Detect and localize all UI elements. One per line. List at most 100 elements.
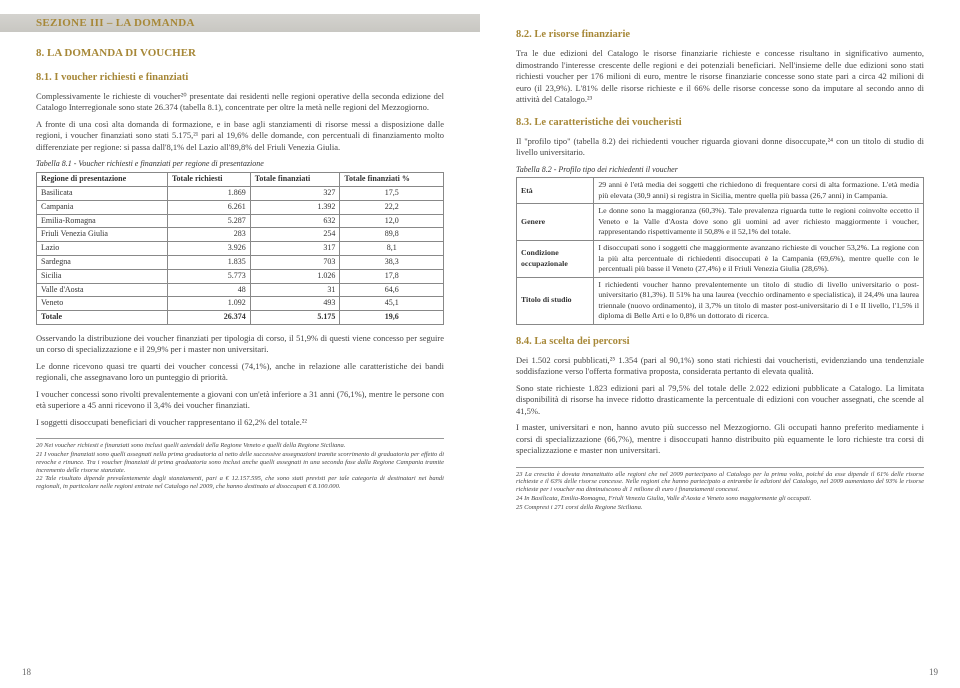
header-accent-bar: SEZIONE III – LA DOMANDA (0, 14, 480, 32)
table-row: Campania6.2611.39222,2 (37, 200, 444, 214)
para-8-1-c: Osservando la distribuzione dei voucher … (36, 333, 444, 356)
cell-financed: 254 (250, 228, 340, 242)
cell-pct: 64,6 (340, 283, 444, 297)
cell-pct: 12,0 (340, 214, 444, 228)
cell-requested: 48 (167, 283, 250, 297)
heading-8: 8. LA DOMANDA DI VOUCHER (36, 46, 444, 61)
para-8-1-a: Complessivamente le richieste di voucher… (36, 91, 444, 114)
total-requested: 26.374 (167, 311, 250, 325)
total-label: Totale (37, 311, 168, 325)
profile-row: Età29 anni è l'età media dei soggetti ch… (517, 178, 924, 204)
cell-financed: 1.392 (250, 200, 340, 214)
total-pct: 19,6 (340, 311, 444, 325)
table-header-row: Regione di presentazione Totale richiest… (37, 173, 444, 187)
footnote: 21 I voucher finanziati sono quelli asse… (36, 451, 444, 474)
page-number-left: 18 (22, 666, 31, 678)
col-region: Regione di presentazione (37, 173, 168, 187)
footnote: 25 Compresi i 271 corsi della Regione Si… (516, 504, 924, 512)
cell-pct: 89,8 (340, 228, 444, 242)
profile-desc: 29 anni è l'età media dei soggetti che r… (594, 178, 924, 204)
cell-financed: 632 (250, 214, 340, 228)
cell-region: Basilicata (37, 186, 168, 200)
profile-row: GenereLe donne sono la maggioranza (60,3… (517, 204, 924, 241)
para-8-2-a: Tra le due edizioni del Catalogo le riso… (516, 48, 924, 105)
cell-region: Friuli Venezia Giulia (37, 228, 168, 242)
table-row: Friuli Venezia Giulia28325489,8 (37, 228, 444, 242)
right-footnotes: 23 La crescita è dovuta innanzitutto all… (516, 467, 924, 512)
heading-8-4: 8.4. La scelta dei percorsi (516, 335, 924, 349)
profile-desc: Le donne sono la maggioranza (60,3%). Ta… (594, 204, 924, 241)
cell-requested: 1.835 (167, 255, 250, 269)
cell-requested: 5.287 (167, 214, 250, 228)
cell-pct: 17,8 (340, 269, 444, 283)
table-row: Sardegna1.83570338,3 (37, 255, 444, 269)
cell-requested: 1.869 (167, 186, 250, 200)
cell-pct: 22,2 (340, 200, 444, 214)
para-8-3-a: Il "profilo tipo" (tabella 8.2) dei rich… (516, 136, 924, 159)
cell-financed: 327 (250, 186, 340, 200)
cell-region: Campania (37, 200, 168, 214)
para-8-1-f: I soggetti disoccupati beneficiari di vo… (36, 417, 444, 428)
cell-requested: 3.926 (167, 242, 250, 256)
para-8-4-a: Dei 1.502 corsi pubblicati,²⁵ 1.354 (par… (516, 355, 924, 378)
para-8-4-b: Sono state richieste 1.823 edizioni pari… (516, 383, 924, 417)
table-8-1: Regione di presentazione Totale richiest… (36, 172, 444, 325)
profile-label: Genere (517, 204, 594, 241)
cell-pct: 38,3 (340, 255, 444, 269)
table-row: Basilicata1.86932717,5 (37, 186, 444, 200)
cell-financed: 703 (250, 255, 340, 269)
cell-region: Sicilia (37, 269, 168, 283)
profile-row: Titolo di studioI richiedenti voucher ha… (517, 277, 924, 324)
cell-pct: 45,1 (340, 297, 444, 311)
cell-financed: 493 (250, 297, 340, 311)
footnote: 20 Nei voucher richiesti e finanziati so… (36, 442, 444, 450)
footnote: 22 Tale risultato dipende prevalentement… (36, 475, 444, 491)
cell-requested: 1.092 (167, 297, 250, 311)
profile-desc: I disoccupati sono i soggetti che maggio… (594, 241, 924, 278)
cell-financed: 317 (250, 242, 340, 256)
cell-pct: 8,1 (340, 242, 444, 256)
cell-region: Emilia-Romagna (37, 214, 168, 228)
total-financed: 5.175 (250, 311, 340, 325)
footnote: 23 La crescita è dovuta innanzitutto all… (516, 471, 924, 494)
cell-requested: 6.261 (167, 200, 250, 214)
para-8-1-e: I voucher concessi sono rivolti prevalen… (36, 389, 444, 412)
profile-row: Condizione occupazionaleI disoccupati so… (517, 241, 924, 278)
heading-8-3: 8.3. Le caratteristiche dei voucheristi (516, 116, 924, 130)
col-requested: Totale richiesti (167, 173, 250, 187)
section-title: SEZIONE III – LA DOMANDA (36, 16, 195, 31)
table-8-2: Età29 anni è l'età media dei soggetti ch… (516, 177, 924, 324)
heading-8-1: 8.1. I voucher richiesti e finanziati (36, 71, 444, 85)
profile-label: Età (517, 178, 594, 204)
left-footnotes: 20 Nei voucher richiesti e finanziati so… (36, 438, 444, 491)
cell-region: Valle d'Aosta (37, 283, 168, 297)
cell-region: Veneto (37, 297, 168, 311)
table-row: Sicilia5.7731.02617,8 (37, 269, 444, 283)
para-8-1-d: Le donne ricevono quasi tre quarti dei v… (36, 361, 444, 384)
col-financed-pct: Totale finanziati % (340, 173, 444, 187)
page-number-right: 19 (929, 666, 938, 678)
table-8-2-caption: Tabella 8.2 - Profilo tipo dei richieden… (516, 165, 924, 176)
cell-financed: 31 (250, 283, 340, 297)
table-row: Valle d'Aosta483164,6 (37, 283, 444, 297)
cell-requested: 5.773 (167, 269, 250, 283)
para-8-1-b: A fronte di una così alta domanda di for… (36, 119, 444, 153)
profile-label: Condizione occupazionale (517, 241, 594, 278)
cell-financed: 1.026 (250, 269, 340, 283)
table-total-row: Totale 26.374 5.175 19,6 (37, 311, 444, 325)
cell-pct: 17,5 (340, 186, 444, 200)
table-row: Emilia-Romagna5.28763212,0 (37, 214, 444, 228)
profile-label: Titolo di studio (517, 277, 594, 324)
table-row: Lazio3.9263178,1 (37, 242, 444, 256)
col-financed: Totale finanziati (250, 173, 340, 187)
left-page: SEZIONE III – LA DOMANDA 8. LA DOMANDA D… (0, 0, 480, 688)
cell-requested: 283 (167, 228, 250, 242)
para-8-4-c: I master, universitari e non, hanno avut… (516, 422, 924, 456)
footnote: 24 In Basilicata, Emilia-Romagna, Friuli… (516, 495, 924, 503)
heading-8-2: 8.2. Le risorse finanziarie (516, 28, 924, 42)
table-row: Veneto1.09249345,1 (37, 297, 444, 311)
table-8-1-caption: Tabella 8.1 - Voucher richiesti e finanz… (36, 159, 444, 170)
cell-region: Lazio (37, 242, 168, 256)
cell-region: Sardegna (37, 255, 168, 269)
right-page: 8.2. Le risorse finanziarie Tra le due e… (480, 0, 960, 688)
